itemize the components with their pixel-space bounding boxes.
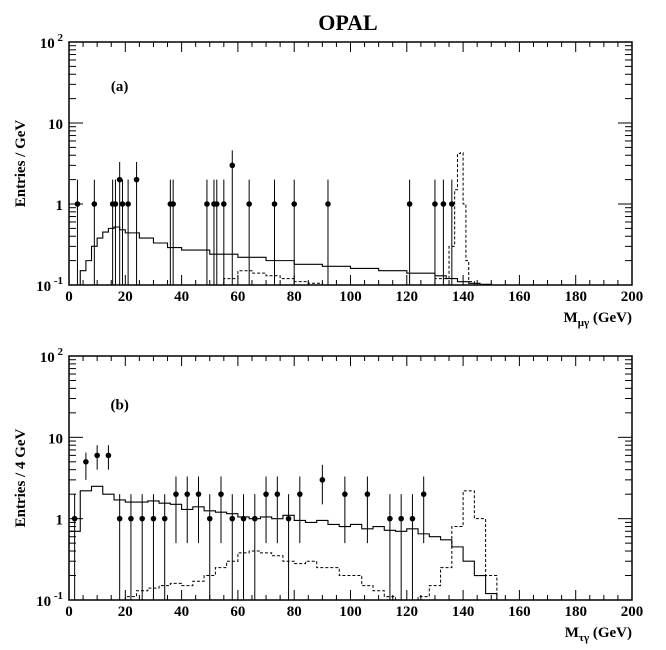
data-point (204, 201, 210, 207)
data-point (229, 162, 236, 169)
dashed-histogram (223, 152, 475, 286)
x-tick-label: 80 (287, 289, 302, 305)
x-tick-label: 20 (118, 289, 133, 305)
data-point (139, 515, 145, 522)
data-point (291, 201, 298, 207)
y-axis-label: Entries / GeV (13, 120, 29, 208)
x-tick-label: 100 (339, 604, 362, 620)
x-tick-label: 40 (174, 289, 189, 305)
y-axis-label: Entries / 4 GeV (13, 428, 29, 527)
x-tick-label: 200 (621, 604, 644, 620)
x-tick-label: 160 (508, 289, 531, 305)
x-tick-label: 120 (396, 604, 419, 620)
x-axis-label: Mτγ (GeV) (565, 625, 632, 644)
data-point (133, 176, 140, 183)
data-point (449, 201, 455, 207)
y-tick-label: 10 2 (40, 346, 64, 366)
x-axis-label: Mμγ (GeV) (564, 310, 632, 329)
y-tick-label: 10 -1 (36, 590, 63, 610)
solid-histogram (74, 226, 492, 286)
x-tick-label: 120 (396, 289, 419, 305)
x-tick-label: 60 (230, 289, 245, 305)
data-point (263, 491, 269, 497)
x-tick-label: 100 (339, 289, 362, 305)
panel-a: 0 20 40 60 80 100 120 140 160 180 200 10 -1 1 10 10 2 (… (13, 32, 643, 329)
panel-label: (b) (110, 397, 128, 413)
y-tick-label: 10 2 (40, 32, 64, 52)
y-tick-label: 10 -1 (36, 275, 63, 295)
y-tick-label: 1 (56, 198, 64, 214)
x-tick-label: 140 (452, 289, 475, 305)
data-point (246, 201, 252, 207)
data-point (325, 201, 331, 207)
data-point (213, 201, 220, 207)
data-point (161, 515, 168, 522)
x-tick-label: 0 (65, 604, 73, 620)
x-tick-label: 140 (452, 604, 475, 620)
panel-label: (a) (111, 79, 129, 95)
x-tick-label: 80 (287, 604, 302, 620)
data-point (319, 477, 326, 483)
data-point (285, 515, 292, 522)
data-point (206, 515, 213, 522)
data-point (83, 459, 89, 465)
data-point (229, 515, 236, 522)
data-point (409, 515, 416, 522)
data-point (71, 515, 78, 522)
data-point (91, 201, 98, 207)
data-point (274, 491, 281, 497)
data-point (398, 515, 404, 522)
data-point (170, 201, 176, 207)
data-point (221, 201, 227, 207)
data-point (218, 491, 224, 497)
data-point (105, 452, 112, 459)
data-point (125, 201, 131, 207)
data-point (173, 491, 179, 497)
data-point (406, 201, 413, 207)
data-point (440, 201, 447, 207)
x-tick-label: 20 (118, 604, 133, 620)
data-point (342, 491, 348, 497)
panel-b: 0 20 40 60 80 100 120 140 160 180 200 10 -1 1 10 10 2 (… (13, 346, 643, 644)
x-tick-label: 0 (65, 289, 73, 305)
data-point (112, 201, 119, 207)
plot-frame (68, 41, 633, 286)
data-point (297, 491, 303, 497)
figure-title: OPAL (318, 10, 377, 35)
data-point (116, 515, 123, 522)
data-point (364, 491, 371, 497)
data-point (195, 491, 202, 497)
x-tick-label: 60 (230, 604, 245, 620)
data-point (74, 201, 81, 207)
data-point (116, 176, 123, 183)
data-point (150, 515, 157, 522)
data-point (271, 201, 278, 207)
data-point (128, 515, 134, 522)
data-point (387, 515, 393, 522)
x-tick-label: 180 (564, 604, 587, 620)
y-tick-label: 1 (56, 513, 64, 529)
x-tick-label: 200 (621, 289, 644, 305)
y-tick-label: 10 (48, 431, 63, 447)
y-tick-label: 10 (48, 117, 63, 133)
data-point (94, 452, 100, 459)
data-point (432, 201, 438, 207)
dashed-histogram (124, 490, 498, 601)
x-tick-label: 180 (564, 289, 587, 305)
data-point (420, 491, 427, 497)
data-point (251, 515, 258, 522)
data-point (119, 201, 126, 207)
data-point (240, 515, 247, 522)
x-tick-label: 40 (174, 604, 189, 620)
x-tick-label: 160 (508, 604, 531, 620)
data-point (184, 491, 191, 497)
